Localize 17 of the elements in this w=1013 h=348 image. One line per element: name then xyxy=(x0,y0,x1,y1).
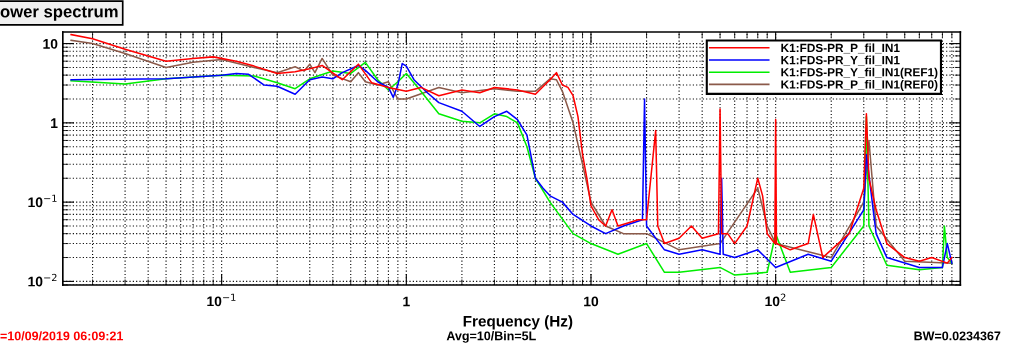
text: Avg=10/Bin=5L xyxy=(446,331,536,343)
y-tick-label: 10$^{−2}$ xyxy=(28,273,57,287)
x-tick-label: 10$^{2}$ xyxy=(765,293,786,307)
legend-label: K1:FDS-PR_Y_fil_IN1 xyxy=(781,55,900,66)
chart-title: ower spectrum xyxy=(0,6,118,21)
y-tick-label: 10 xyxy=(43,38,58,49)
legend-label: K1:FDS-PR_P_fil_IN1(REF0) xyxy=(781,79,938,91)
y-tick-label: 10$^{−1}$ xyxy=(28,194,57,208)
legend-label: K1:FDS-PR_Y_fil_IN1(REF1) xyxy=(781,67,938,79)
x-tick-label: 10 xyxy=(584,296,599,307)
x-axis-title: Frequency (Hz) xyxy=(463,315,573,330)
text: =10/09/2019 06:09:21 xyxy=(0,331,124,341)
y-tick-label: 1 xyxy=(51,118,58,128)
x-tick-label: 1 xyxy=(403,296,410,307)
x-tick-label: 10$^{−1}$ xyxy=(207,293,236,307)
legend-label: K1:FDS-PR_P_fil_IN1 xyxy=(781,43,900,54)
text: BW=0.0234367 xyxy=(914,331,1001,341)
